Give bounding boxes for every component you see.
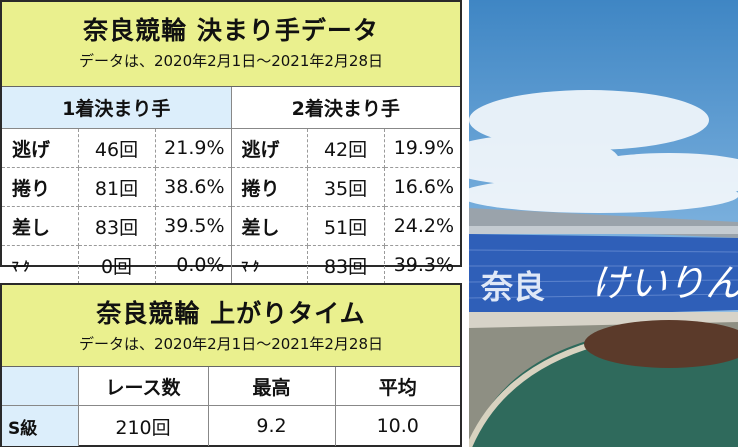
- first-kimarite-name: 差し: [2, 206, 79, 246]
- second-kimarite-pct: 16.6%: [384, 167, 461, 207]
- agari-subtitle: データは、2020年2月1日～2021年2月28日: [78, 335, 384, 353]
- table-row: S級 210回 9.2 10.0: [2, 405, 460, 446]
- second-kimarite-pct: 39.3%: [393, 254, 455, 276]
- second-kimarite-name: 捲り: [231, 167, 308, 207]
- first-kimarite-count: 83回: [78, 206, 156, 246]
- first-kimarite-name: 逃げ: [2, 128, 79, 168]
- table-row: 捲り 81回 38.6% 捲り 35回 16.6%: [2, 167, 461, 207]
- track-lettering: けいりん: [591, 261, 738, 305]
- best-header: 最高: [208, 367, 336, 406]
- first-kimarite-pct: 38.6%: [155, 167, 232, 207]
- second-kimarite-name: 逃げ: [231, 128, 308, 168]
- first-kimarite-count: 81回: [78, 167, 156, 207]
- best-value: 9.2: [208, 405, 336, 446]
- first-kimarite-pct: 39.5%: [155, 206, 232, 246]
- agari-panel: 奈良競輪 上がりタイム データは、2020年2月1日～2021年2月28日 レー…: [0, 283, 462, 447]
- second-kimarite-name: 差し: [231, 206, 308, 246]
- infield-bushes: [584, 320, 738, 368]
- first-kimarite-name: 捲り: [2, 167, 79, 207]
- class-label: S級: [2, 405, 79, 446]
- stand-lettering: 奈良: [480, 268, 545, 306]
- first-kimarite-name: ﾏｰｸ: [2, 245, 79, 284]
- table-row: 差し 83回 39.5% 差し 51回 24.2%: [2, 206, 461, 246]
- first-kimarite-pct: 21.9%: [155, 128, 232, 168]
- kimarite-header: 奈良競輪 決まり手データ データは、2020年2月1日～2021年2月28日: [2, 2, 460, 87]
- clouds: [469, 90, 738, 213]
- first-kimarite-pct: 0.0%: [155, 245, 232, 284]
- stadium-photo: 奈良 けいりん: [469, 0, 738, 447]
- second-kimarite-pct: 19.9%: [384, 128, 461, 168]
- agari-title: 奈良競輪 上がりタイム: [96, 299, 366, 328]
- first-kimarite-count: 0回: [78, 245, 156, 284]
- second-kimarite-count: 51回: [307, 206, 385, 246]
- second-place-header: 2着決まり手: [231, 87, 461, 129]
- stadium-illustration: 奈良 けいりん: [469, 0, 738, 447]
- second-kimarite-count: 35回: [307, 167, 385, 207]
- avg-header: 平均: [335, 367, 460, 406]
- races-value: 210回: [78, 405, 209, 446]
- agari-header: 奈良競輪 上がりタイム データは、2020年2月1日～2021年2月28日: [2, 285, 460, 367]
- first-place-header: 1着決まり手: [2, 87, 232, 129]
- kimarite-title: 奈良競輪 決まり手データ: [83, 16, 379, 45]
- agari-corner-header: [2, 367, 79, 406]
- races-header: レース数: [78, 367, 209, 406]
- kimarite-panel: 奈良競輪 決まり手データ データは、2020年2月1日～2021年2月28日 1…: [0, 0, 462, 284]
- second-kimarite-name: ﾏｰｸ: [231, 245, 308, 284]
- second-kimarite-count: 42回: [307, 128, 385, 168]
- table-row: ﾏｰｸ 0回 0.0% ﾏｰｸ 83回 39.3%: [2, 245, 460, 284]
- avg-value: 10.0: [376, 415, 419, 437]
- table-row: 逃げ 46回 21.9% 逃げ 42回 19.9%: [2, 128, 461, 168]
- second-kimarite-count: 83回: [307, 245, 385, 284]
- first-kimarite-count: 46回: [78, 128, 156, 168]
- agari-table: レース数 最高 平均 S級 210回 9.2 10.0: [2, 367, 460, 446]
- second-kimarite-pct: 24.2%: [384, 206, 461, 246]
- kimarite-subtitle: データは、2020年2月1日～2021年2月28日: [78, 52, 384, 70]
- kimarite-table: 1着決まり手 2着決まり手 逃げ 46回 21.9% 逃げ 42回 19.9% …: [2, 87, 461, 284]
